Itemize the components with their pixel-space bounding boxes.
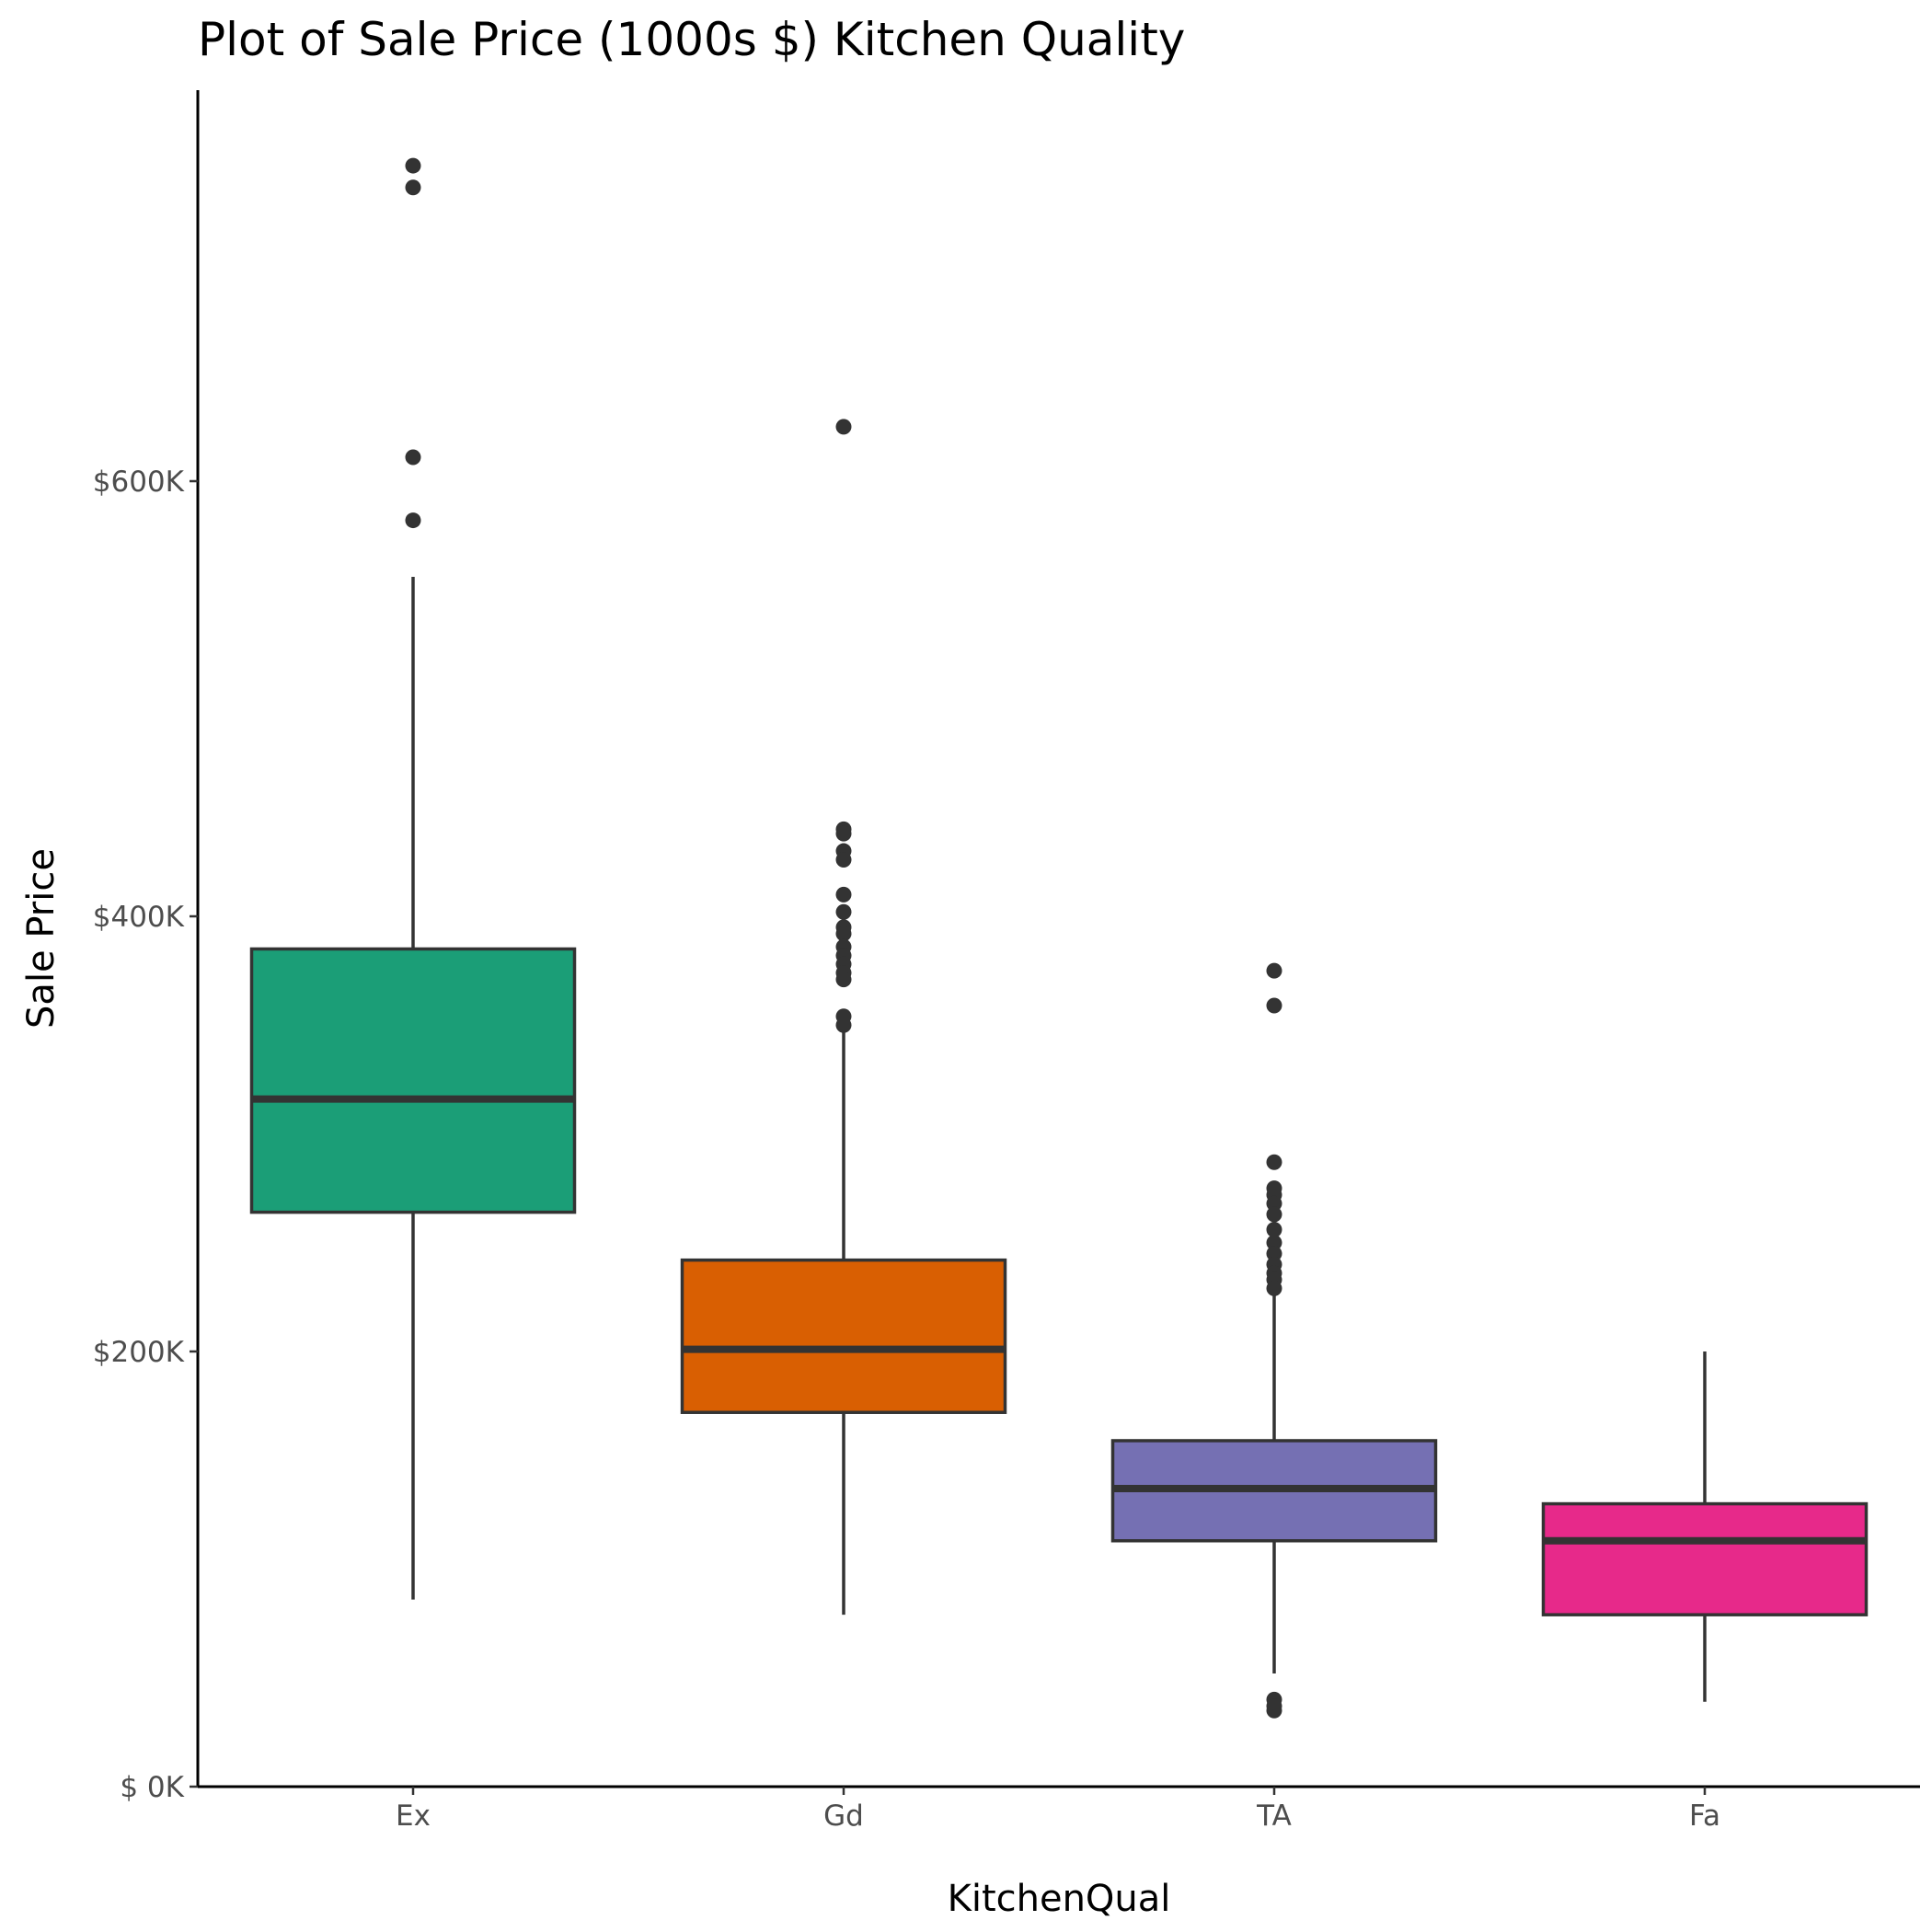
outlier-point [405,512,421,529]
box-group-ex [249,157,577,1600]
outlier-point [1266,1206,1282,1223]
iqr-box [249,947,577,1214]
outlier-point [1266,1280,1282,1296]
box-group-fa [1541,1351,1869,1702]
box-group-ta [1110,962,1438,1719]
outlier-point [1266,1154,1282,1170]
y-tick-label: $200K [93,1336,185,1369]
outlier-point [405,157,421,174]
x-axis-ticks: Ex Gd TA Fa [396,1787,1720,1833]
outlier-point [835,903,852,920]
box-group-gd [680,419,1007,1616]
outlier-point [835,419,852,435]
iqr-box [680,1258,1007,1414]
y-tick-label: $400K [93,901,185,934]
outlier-point [835,1017,852,1033]
y-tick-label: $ 0K [120,1771,184,1804]
chart-title: Plot of Sale Price (1000s $) Kitchen Qua… [198,13,1185,66]
plot-area [249,157,1869,1719]
y-axis-title: Sale Price [20,848,63,1029]
outlier-point [835,886,852,903]
y-tick-label: $600K [93,466,185,499]
outlier-point [1266,1702,1282,1719]
outlier-point [1266,997,1282,1014]
outlier-point [405,449,421,466]
outlier-point [835,926,852,942]
outlier-point [1266,1222,1282,1238]
outlier-point [835,852,852,868]
outlier-point [405,179,421,196]
x-tick-label: Fa [1689,1800,1720,1833]
outlier-point [835,972,852,988]
outlier-point [1266,1235,1282,1251]
iqr-box [1541,1501,1869,1616]
outlier-point [1266,1246,1282,1262]
x-tick-label: Ex [396,1800,431,1833]
y-axis-ticks: $ 0K $200K $400K $600K [93,466,198,1804]
x-tick-label: Gd [823,1800,864,1833]
x-axis-title: KitchenQual [948,1878,1171,1920]
outlier-point [835,825,852,842]
x-tick-label: TA [1256,1800,1292,1833]
outlier-point [1266,962,1282,979]
outlier-point [1266,1195,1282,1212]
